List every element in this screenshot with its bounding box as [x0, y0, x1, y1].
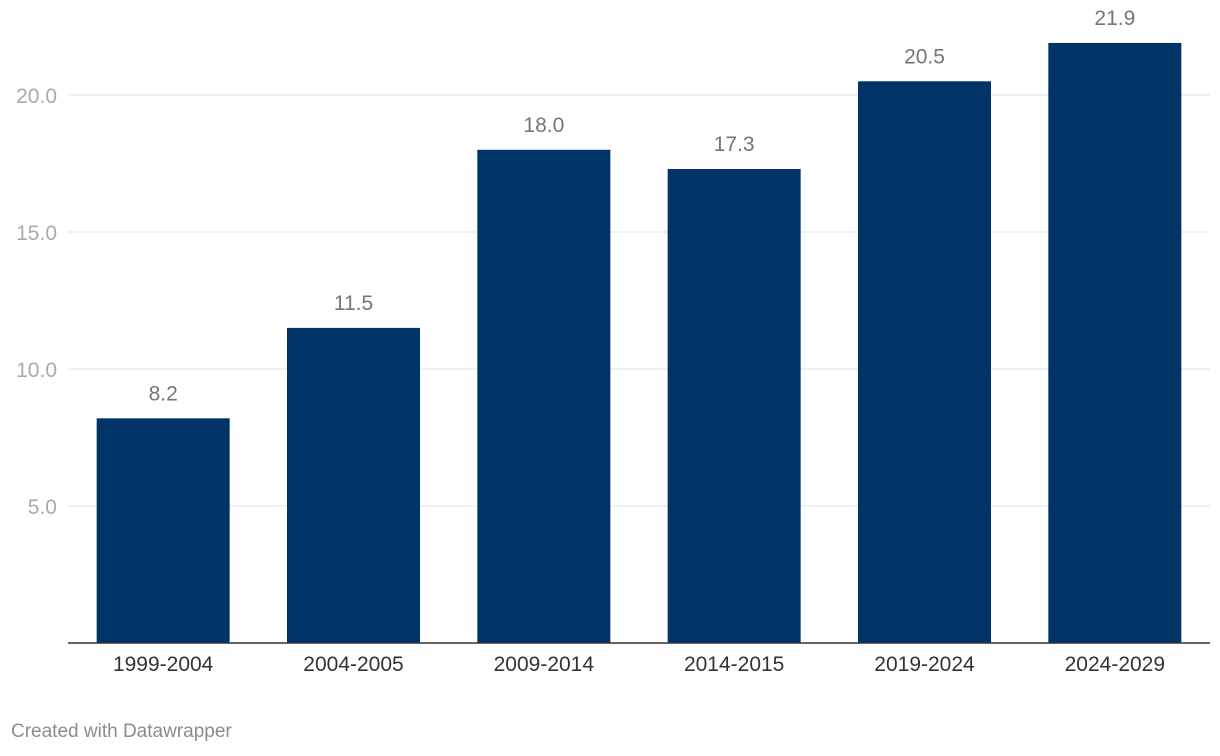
bar [858, 81, 991, 644]
y-tick-label: 5.0 [28, 496, 57, 519]
y-tick-label: 10.0 [16, 359, 57, 382]
bar [1048, 42, 1182, 643]
bar [96, 418, 230, 643]
y-tick-label: 20.0 [16, 85, 57, 108]
y-tick-label: 15.0 [16, 222, 57, 245]
bar [477, 149, 611, 644]
gridlines: 5.0 10.0 15.0 20.0 [16, 85, 1210, 519]
x-tick-label: 2009-2014 [494, 653, 595, 676]
data-labels: 8.2 11.5 18.0 17.3 20.5 21.9 [149, 7, 1136, 405]
x-tick-label: 2014-2015 [684, 653, 784, 676]
x-tick-label: 1999-2004 [113, 653, 214, 676]
bar-value-label: 21.9 [1094, 7, 1135, 30]
bar-value-label: 20.5 [904, 45, 945, 68]
x-axis: 1999-2004 2004-2005 2009-2014 2014-2015 2019… [68, 642, 1210, 676]
bars [96, 42, 1182, 644]
bar-value-label: 8.2 [149, 382, 178, 405]
bar-value-label: 17.3 [714, 133, 755, 156]
bar-value-label: 11.5 [334, 292, 373, 315]
bar [667, 168, 801, 644]
bar [287, 327, 420, 643]
x-tick-label: 2004-2005 [303, 653, 403, 676]
credit-text: Created with Datawrapper [11, 721, 232, 742]
bar-value-label: 18.0 [523, 114, 564, 137]
x-tick-label: 2024-2029 [1065, 653, 1165, 676]
x-tick-label: 2019-2024 [874, 653, 975, 676]
